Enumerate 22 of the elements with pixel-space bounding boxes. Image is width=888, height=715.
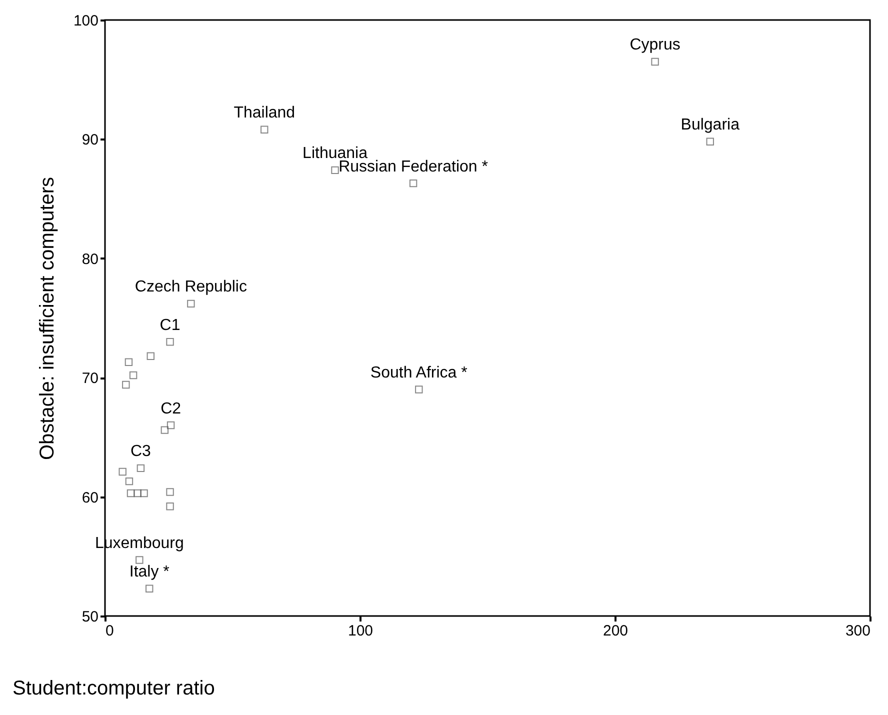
annotation: C1: [160, 316, 180, 334]
y-tick-label: 90: [82, 132, 98, 149]
annotation: Thailand: [234, 104, 296, 122]
annotation: Czech Republic: [134, 278, 247, 296]
y-tick-label: 80: [82, 250, 98, 268]
annotation: South Africa *: [370, 364, 468, 382]
x-tick-label: 0: [106, 622, 114, 640]
y-tick-label: 60: [82, 489, 98, 506]
annotation: Bulgaria: [680, 116, 740, 134]
annotation: Cyprus: [630, 36, 680, 54]
x-tick-label: 200: [602, 622, 628, 640]
x-axis-title: Student:computer ratio: [12, 678, 215, 700]
annotation: Italy *: [129, 564, 170, 581]
annotation: Russian Federation *: [338, 158, 488, 176]
annotation: C2: [160, 400, 182, 418]
y-tick-label: 50: [82, 608, 98, 626]
y-axis-title: Obstacle: insufficient computers: [36, 176, 58, 460]
y-tick-label: 70: [82, 370, 98, 388]
annotation: C3: [130, 443, 152, 460]
x-tick-label: 100: [348, 622, 374, 640]
y-tick-label: 100: [73, 12, 98, 30]
x-tick-label: 300: [845, 622, 870, 640]
